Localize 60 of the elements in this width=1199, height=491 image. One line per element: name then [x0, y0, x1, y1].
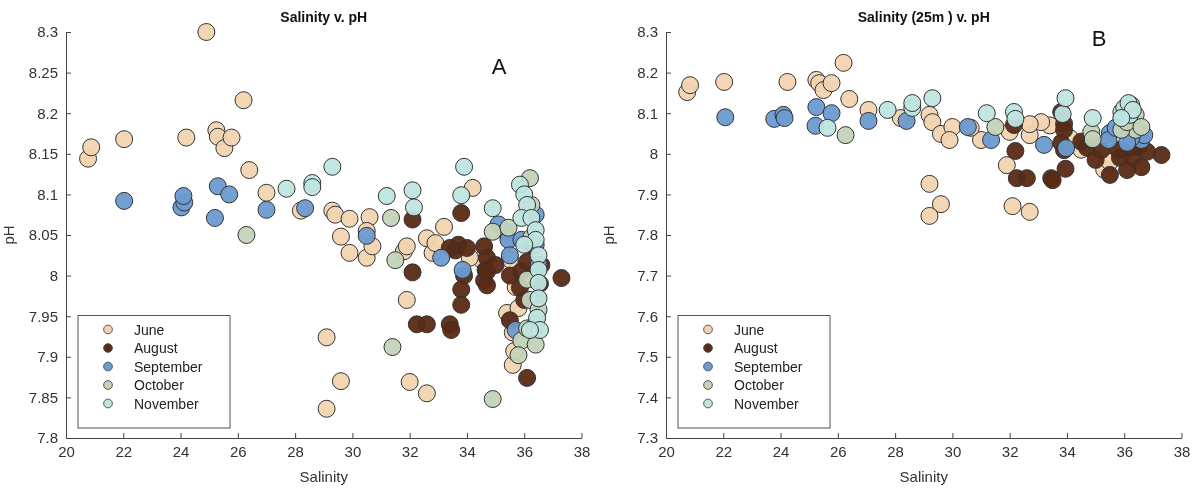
x-tick-label: 20	[657, 442, 675, 460]
annotation: A	[491, 54, 507, 79]
y-axis-title: pH	[0, 225, 17, 245]
y-tick-label: 8.2	[37, 104, 58, 122]
y-tick-label: 7.5	[636, 348, 658, 366]
y-tick-label: 7.4	[636, 388, 658, 406]
chart-title: Salinity (25m ) v. pH	[857, 9, 990, 25]
y-tick-label: 7.95	[28, 307, 58, 325]
y-tick-label: 8.3	[636, 23, 658, 41]
x-tick-label: 32	[401, 442, 419, 460]
x-tick-label: 26	[829, 442, 847, 460]
x-tick-label: 28	[287, 442, 304, 460]
y-tick-label: 8.15	[28, 145, 58, 163]
legend-label: November	[733, 395, 799, 412]
x-tick-label: 22	[115, 442, 133, 460]
y-tick-label: 7.7	[636, 266, 658, 284]
legend-label: June	[733, 321, 765, 338]
y-tick-label: 7.9	[37, 348, 58, 366]
legend-label: August	[733, 340, 778, 356]
x-tick-label: 28	[886, 442, 904, 460]
y-tick-label: 7.9	[636, 185, 658, 203]
x-tick-label: 30	[344, 442, 362, 460]
legend-label: June	[134, 321, 165, 338]
y-tick-label: 8.2	[636, 63, 658, 81]
y-tick-label: 7.8	[37, 429, 58, 447]
x-tick-label: 30	[944, 442, 961, 460]
y-tick-label: 8.3	[37, 23, 58, 41]
y-tick-label: 8.05	[28, 226, 58, 244]
x-tick-label: 24	[172, 442, 190, 460]
y-tick-label: 7.3	[636, 429, 658, 447]
x-axis-title: Salinity	[299, 468, 349, 485]
x-tick-label: 34	[1058, 442, 1076, 460]
legend-label: September	[134, 358, 203, 375]
chart-title: Salinity v. pH	[280, 9, 368, 25]
x-tick-label: 20	[58, 442, 75, 460]
y-tick-label: 8.1	[37, 185, 58, 203]
y-axis-title: pH	[599, 225, 617, 245]
legend-label: November	[134, 395, 199, 412]
x-tick-label: 36	[1115, 442, 1133, 460]
x-tick-label: 24	[772, 442, 789, 460]
legend-label: August	[134, 340, 178, 356]
y-tick-label: 8.1	[636, 104, 658, 122]
legend-label: September	[733, 358, 803, 375]
y-tick-label: 8	[649, 145, 658, 163]
x-tick-label: 26	[229, 442, 247, 460]
x-tick-label: 32	[1001, 442, 1019, 460]
y-tick-label: 8.25	[28, 63, 58, 81]
x-tick-label: 38	[1173, 442, 1190, 460]
annotation: B	[1091, 26, 1106, 51]
y-tick-label: 8	[49, 266, 58, 284]
x-tick-label: 22	[714, 442, 732, 460]
x-tick-label: 36	[516, 442, 534, 460]
x-tick-label: 34	[459, 442, 476, 460]
y-tick-label: 7.85	[28, 388, 58, 406]
x-axis-title: Salinity	[899, 468, 948, 485]
y-tick-label: 7.6	[636, 307, 658, 325]
y-tick-label: 7.8	[636, 226, 658, 244]
x-tick-label: 38	[573, 442, 591, 460]
legend-label: October	[733, 377, 784, 393]
legend-label: October	[134, 377, 185, 393]
